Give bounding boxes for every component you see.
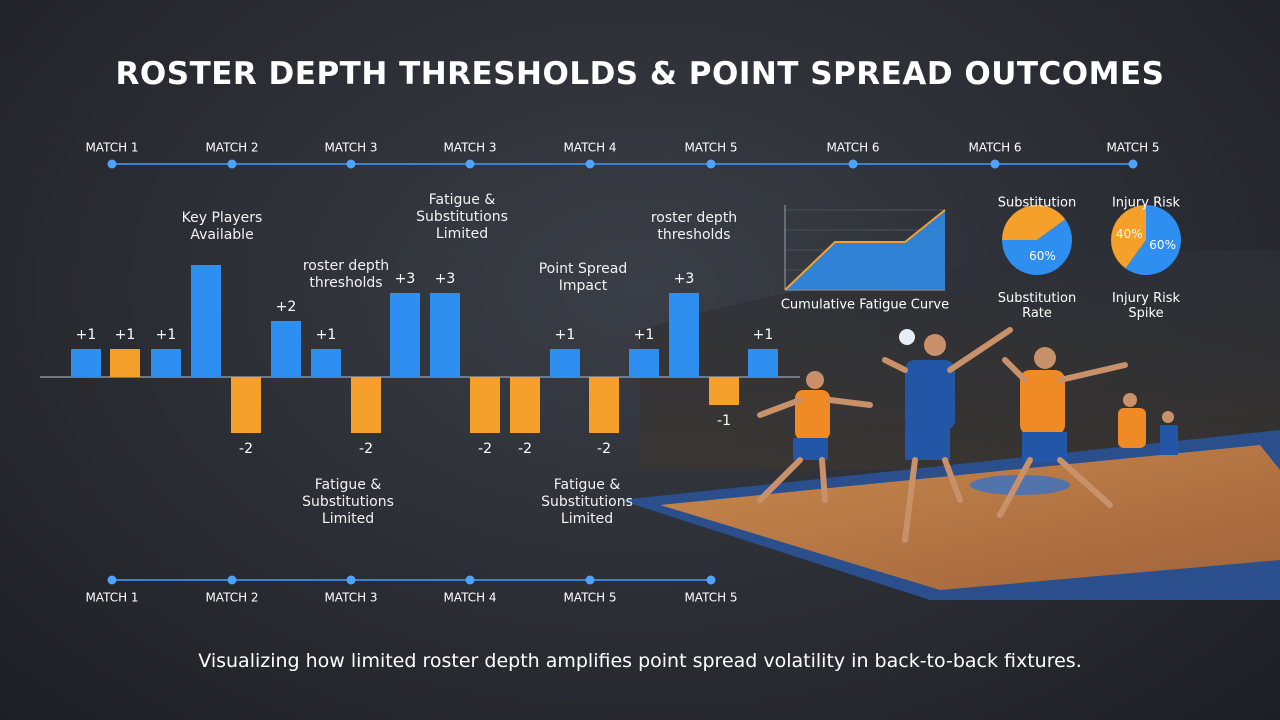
timeline-label: MATCH 5 bbox=[684, 141, 737, 155]
timeline-dot bbox=[107, 159, 117, 169]
pie-slice bbox=[1125, 205, 1182, 275]
pie-subtitle: Substitution Rate bbox=[998, 291, 1076, 321]
caption: Visualizing how limited roster depth amp… bbox=[198, 650, 1082, 672]
pie-slice bbox=[1002, 205, 1066, 240]
timeline-label: MATCH 5 bbox=[684, 591, 737, 605]
timeline-label: MATCH 2 bbox=[205, 141, 258, 155]
bar bbox=[550, 349, 580, 377]
annotation: roster depth thresholds bbox=[650, 210, 738, 243]
timeline-dot bbox=[227, 575, 237, 585]
bar bbox=[110, 349, 140, 377]
timeline-dot bbox=[706, 575, 716, 585]
timeline-dot bbox=[107, 575, 117, 585]
value-label: +1 bbox=[316, 327, 337, 343]
timeline-label: MATCH 1 bbox=[85, 141, 138, 155]
pie-title: Substitution bbox=[998, 196, 1076, 211]
timeline-dot bbox=[465, 575, 475, 585]
timeline-dot bbox=[585, 575, 595, 585]
value-label: -2 bbox=[239, 441, 253, 457]
timeline-dot bbox=[585, 159, 595, 169]
players bbox=[757, 327, 1178, 543]
value-label: +1 bbox=[753, 327, 774, 343]
timeline-label: MATCH 4 bbox=[443, 591, 496, 605]
pie-slice bbox=[1002, 219, 1073, 276]
bar bbox=[191, 265, 221, 377]
bar bbox=[669, 293, 699, 377]
annotation: Fatigue & Substitutions Limited bbox=[541, 477, 633, 527]
annotation: Key Players Available bbox=[181, 210, 263, 243]
bar bbox=[629, 349, 659, 377]
value-label: 60% bbox=[1149, 238, 1176, 252]
value-label: -1 bbox=[717, 413, 731, 429]
timeline-dot bbox=[990, 159, 1000, 169]
bar bbox=[589, 377, 619, 433]
value-label: +1 bbox=[76, 327, 97, 343]
value-label: +1 bbox=[634, 327, 655, 343]
bar bbox=[748, 349, 778, 377]
area bbox=[785, 210, 945, 290]
annotation: Point Spread Impact bbox=[538, 261, 628, 294]
value-label: -2 bbox=[597, 441, 611, 457]
annotation: Fatigue & Substitutions Limited bbox=[302, 477, 394, 527]
value-label: +1 bbox=[555, 327, 576, 343]
bar bbox=[709, 377, 739, 405]
value-label: -2 bbox=[478, 441, 492, 457]
annotation: roster depth thresholds bbox=[302, 258, 390, 291]
timeline-label: MATCH 1 bbox=[85, 591, 138, 605]
timeline-label: MATCH 3 bbox=[324, 591, 377, 605]
bar bbox=[351, 377, 381, 433]
timeline-dot bbox=[227, 159, 237, 169]
timeline-dot bbox=[848, 159, 858, 169]
timeline-label: MATCH 3 bbox=[324, 141, 377, 155]
annotation: Fatigue & Substitutions Limited bbox=[416, 192, 508, 242]
bar bbox=[271, 321, 301, 377]
timeline-label: MATCH 4 bbox=[563, 141, 616, 155]
bar bbox=[470, 377, 500, 433]
bar bbox=[390, 293, 420, 377]
timeline-dot bbox=[346, 159, 356, 169]
timeline-label: MATCH 5 bbox=[563, 591, 616, 605]
timeline-label: MATCH 6 bbox=[968, 141, 1021, 155]
bar bbox=[311, 349, 341, 377]
timeline-dot bbox=[465, 159, 475, 169]
value-label: +3 bbox=[674, 271, 695, 287]
timeline-dot bbox=[706, 159, 716, 169]
timeline-dot bbox=[1128, 159, 1138, 169]
pie-subtitle: Injury Risk Spike bbox=[1112, 291, 1181, 321]
court-circle bbox=[970, 475, 1070, 495]
bar bbox=[231, 377, 261, 433]
timeline-dot bbox=[346, 575, 356, 585]
value-label: 40% bbox=[1116, 227, 1143, 241]
title: ROSTER DEPTH THRESHOLDS & POINT SPREAD O… bbox=[115, 56, 1165, 92]
timeline-label: MATCH 2 bbox=[205, 591, 258, 605]
bar bbox=[71, 349, 101, 377]
value-label: +3 bbox=[435, 271, 456, 287]
timeline-label: MATCH 6 bbox=[826, 141, 879, 155]
value-label: +1 bbox=[156, 327, 177, 343]
pie-title: Injury Risk bbox=[1112, 196, 1181, 211]
value-label: -2 bbox=[359, 441, 373, 457]
value-label: +2 bbox=[276, 299, 297, 315]
value-label: 60% bbox=[1029, 249, 1056, 263]
court bbox=[660, 445, 1280, 590]
line bbox=[784, 209, 946, 291]
value-label: -2 bbox=[518, 441, 532, 457]
value-label: +1 bbox=[115, 327, 136, 343]
timeline-label: MATCH 5 bbox=[1106, 141, 1159, 155]
bar bbox=[510, 377, 540, 433]
bar bbox=[151, 349, 181, 377]
value-label: +3 bbox=[395, 271, 416, 287]
timeline-label: MATCH 3 bbox=[443, 141, 496, 155]
bar bbox=[430, 293, 460, 377]
chart-title: Cumulative Fatigue Curve bbox=[781, 298, 949, 313]
pie-slice bbox=[1111, 205, 1146, 269]
